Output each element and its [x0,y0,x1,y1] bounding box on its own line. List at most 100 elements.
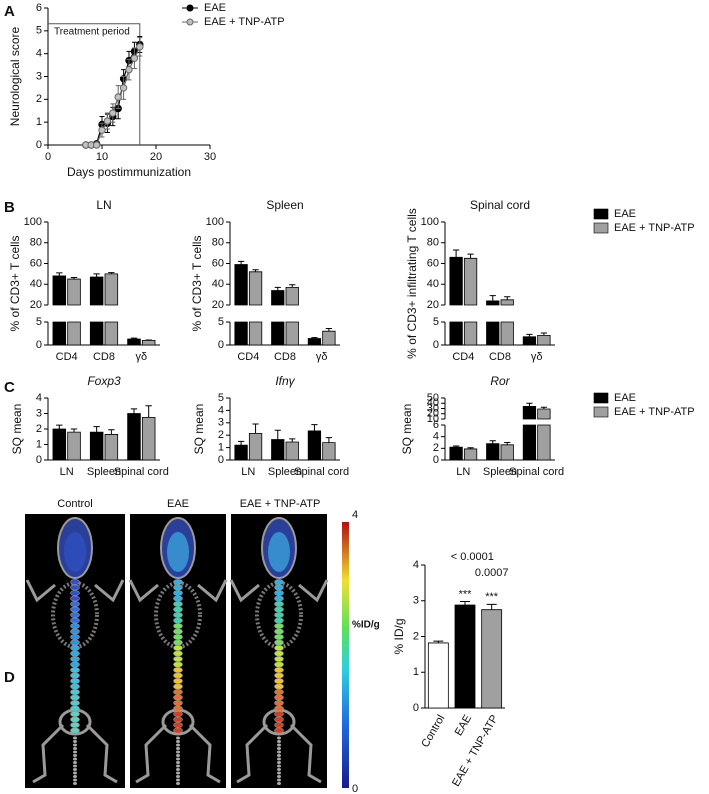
error-bar [93,273,100,277]
tail-vertebra [176,736,180,740]
vertebra [274,579,284,585]
skull-uptake [64,532,86,572]
tail-vertebra [277,764,281,768]
tail-vertebra [73,775,77,778]
y-tick-label: 50 [427,392,439,404]
vertebra [70,645,80,651]
y-axis-label: % of CD3+ T cells [8,236,22,332]
scan-image [229,514,329,788]
bar [104,434,119,461]
bar [481,609,503,709]
bar [486,443,500,461]
vertebra [274,612,284,618]
x-tick-label: CD8 [93,351,115,363]
x-tick-label: γδ [531,351,543,363]
legend-marker [186,18,194,26]
error-bar [252,423,259,434]
error-bar [325,327,333,332]
chart-title: Ifnγ [275,374,295,388]
bar [67,278,81,346]
error-bar [452,249,460,258]
vertebra [70,716,80,723]
y-tick-label: 2 [413,630,419,642]
data-point [92,141,101,149]
error-bar [274,286,281,291]
bar [463,257,478,346]
annotation: *** [485,591,499,603]
tail-vertebra [176,740,180,743]
bar [449,446,463,461]
error-bar [489,440,496,444]
vertebra [173,584,183,591]
vertebra [173,606,183,613]
tail-vertebra [176,747,180,750]
colorbar-label: %ID/g [352,620,380,631]
vertebra [274,727,284,734]
vertebra [70,727,80,734]
tail-vertebra [176,757,180,761]
bar [285,441,299,461]
vertebra [173,711,183,717]
vertebra [173,689,183,695]
y-tick-label: 40 [30,278,42,290]
y-tick-label: 60 [427,257,439,269]
bar [271,439,285,461]
y-tick-label: 5 [218,392,224,404]
y-tick-label: 80 [427,237,439,249]
panel-label: D [4,669,15,686]
data-point [103,117,112,125]
y-tick-label: 4 [36,48,42,60]
legend-swatch [593,222,609,234]
bar [537,334,551,346]
y-tick-label: 2 [36,423,42,435]
tail-vertebra [73,747,77,750]
vertebra [173,650,183,657]
bar [322,442,336,461]
x-tick-label: γδ [316,351,328,363]
colorbar-max: 4 [352,509,358,521]
skull-uptake [167,532,189,572]
y-axis-label: SQ mean [192,404,206,455]
vertebra [173,694,183,701]
bar [500,444,514,461]
legend-label: EAE [204,2,226,14]
vertebra [70,667,80,673]
tail-vertebra [176,778,180,782]
vertebra [70,694,80,701]
vertebra [173,722,183,728]
tail-vertebra [277,740,281,743]
x-tick-label: Spinal cord [509,466,564,478]
vertebra [70,678,80,684]
tail-vertebra [277,761,281,764]
vertebra [70,584,80,591]
bar [449,256,463,346]
ribcage [51,581,99,649]
error-bar [145,405,152,418]
bar [67,431,81,461]
tail-vertebra [277,754,281,757]
vertebra [70,672,80,679]
tail-vertebra [277,782,281,785]
error-bar [325,437,333,443]
tail-vertebra [176,750,180,754]
error-bar [540,406,548,410]
error-bar [252,269,259,272]
vertebra [70,700,80,706]
bar [52,275,67,346]
image-title: EAE [167,498,189,510]
annotation: < 0.0001 [451,551,494,563]
tail-vertebra [73,761,77,764]
bar [486,300,500,346]
vertebra [173,601,183,607]
y-tick-label: 1 [36,116,42,128]
colorbar-min: 0 [352,783,358,794]
bar [427,642,449,709]
error-bar [108,272,115,274]
y-tick-label: 1 [36,438,42,450]
tail-vertebra [73,757,77,761]
y-tick-label: 80 [212,237,224,249]
y-tick-label: 5 [36,25,42,37]
chart-title: LN [96,198,111,212]
vertebra [70,705,80,712]
vertebra [70,606,80,613]
